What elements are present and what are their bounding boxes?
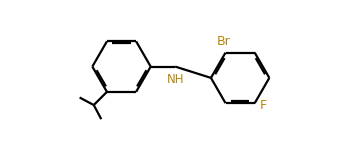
Text: F: F [260, 98, 267, 112]
Text: NH: NH [167, 73, 185, 86]
Text: Br: Br [217, 35, 231, 48]
